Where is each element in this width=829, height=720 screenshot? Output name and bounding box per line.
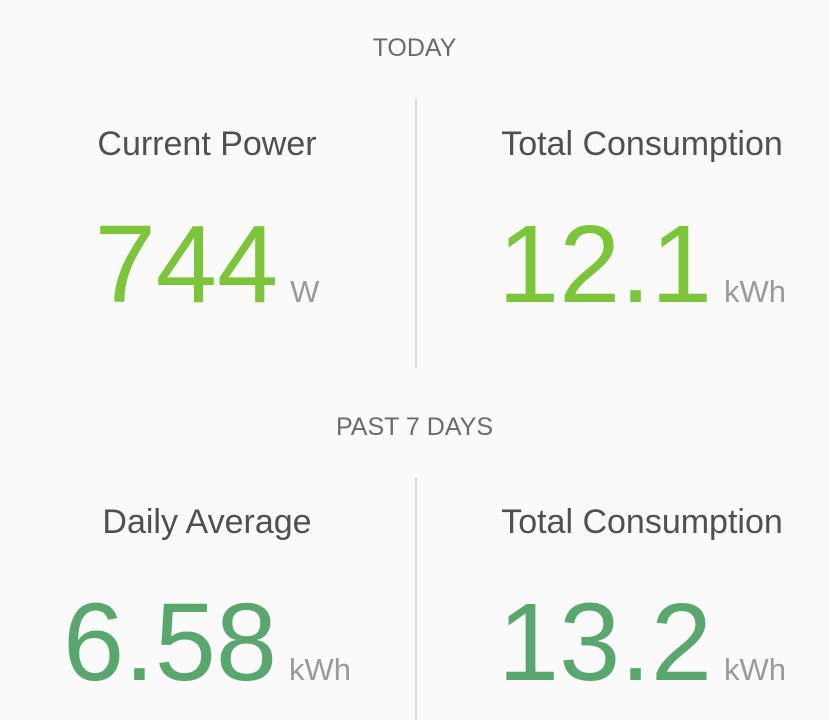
value-unit: kWh [289,652,352,687]
value-number: 13.2 [497,581,713,704]
stat-value: 13.2 kWh [415,588,829,698]
stat-label: Daily Average [102,503,312,541]
section-title: PAST 7 DAYS [335,413,493,441]
stat-value: 744 W [0,210,414,320]
section-title: TODAY [372,34,457,62]
value-number: 12.1 [497,203,713,326]
value-unit: W [290,274,320,309]
divider [415,477,417,720]
divider [415,98,417,368]
stat-label: Total Consumption [501,125,783,163]
stat-value: 6.58 kWh [0,588,414,698]
value-unit: kWh [724,652,787,687]
value-unit: kWh [724,274,787,309]
value-number: 744 [94,203,279,326]
value-number: 6.58 [62,581,278,704]
stat-label: Current Power [97,125,317,163]
stat-label: Total Consumption [501,503,783,541]
stat-value: 12.1 kWh [415,210,829,320]
